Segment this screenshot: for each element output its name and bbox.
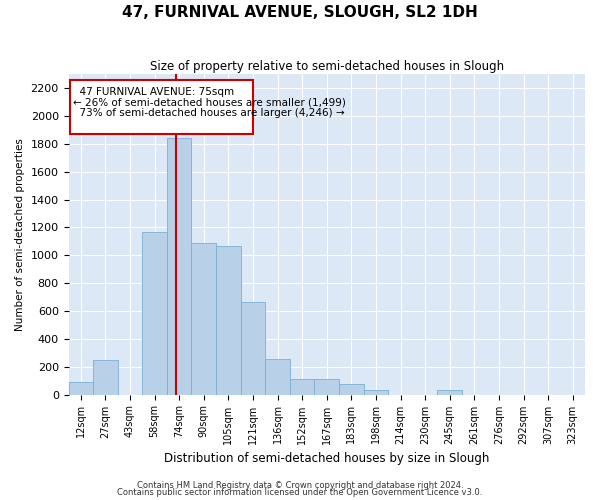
Bar: [68, 382, 93, 394]
Text: ← 26% of semi-detached houses are smaller (1,499): ← 26% of semi-detached houses are smalle…: [73, 98, 346, 108]
Text: 47, FURNIVAL AVENUE, SLOUGH, SL2 1DH: 47, FURNIVAL AVENUE, SLOUGH, SL2 1DH: [122, 5, 478, 20]
Bar: [241, 302, 265, 394]
Title: Size of property relative to semi-detached houses in Slough: Size of property relative to semi-detach…: [150, 60, 504, 73]
Bar: [93, 360, 118, 394]
Y-axis label: Number of semi-detached properties: Number of semi-detached properties: [15, 138, 25, 331]
Bar: [265, 359, 290, 394]
Bar: [142, 232, 167, 394]
Text: 47 FURNIVAL AVENUE: 75sqm: 47 FURNIVAL AVENUE: 75sqm: [73, 88, 235, 98]
Bar: [339, 384, 364, 394]
Bar: [216, 246, 241, 394]
Bar: [167, 138, 191, 394]
Text: 73% of semi-detached houses are larger (4,246) →: 73% of semi-detached houses are larger (…: [73, 108, 345, 118]
X-axis label: Distribution of semi-detached houses by size in Slough: Distribution of semi-detached houses by …: [164, 452, 490, 465]
Bar: [290, 378, 314, 394]
Bar: [364, 390, 388, 394]
Text: Contains public sector information licensed under the Open Government Licence v3: Contains public sector information licen…: [118, 488, 482, 497]
Text: Contains HM Land Registry data © Crown copyright and database right 2024.: Contains HM Land Registry data © Crown c…: [137, 480, 463, 490]
Bar: [191, 244, 216, 394]
Bar: [437, 390, 462, 394]
Bar: [314, 378, 339, 394]
FancyBboxPatch shape: [70, 80, 253, 134]
